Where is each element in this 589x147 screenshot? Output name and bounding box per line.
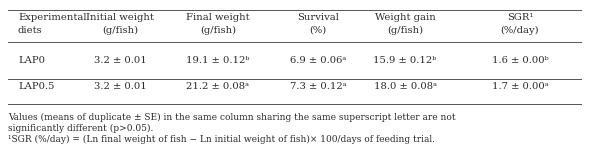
- Text: 15.9 ± 0.12ᵇ: 15.9 ± 0.12ᵇ: [373, 56, 436, 65]
- Text: Survival: Survival: [297, 13, 339, 22]
- Text: Experimental: Experimental: [18, 13, 87, 22]
- Text: LAP0: LAP0: [18, 56, 45, 65]
- Text: 19.1 ± 0.12ᵇ: 19.1 ± 0.12ᵇ: [186, 56, 250, 65]
- Text: 6.9 ± 0.06ᵃ: 6.9 ± 0.06ᵃ: [290, 56, 346, 65]
- Text: (%/day): (%/day): [501, 26, 540, 35]
- Text: diets: diets: [18, 26, 42, 35]
- Text: Final weight: Final weight: [186, 13, 250, 22]
- Text: ¹SGR (%/day) = (Ln final weight of fish − Ln initial weight of fish)× 100/days o: ¹SGR (%/day) = (Ln final weight of fish …: [8, 135, 435, 144]
- Text: 3.2 ± 0.01: 3.2 ± 0.01: [94, 82, 147, 91]
- Text: Values (means of duplicate ± SE) in the same column sharing the same superscript: Values (means of duplicate ± SE) in the …: [8, 113, 456, 122]
- Text: 3.2 ± 0.01: 3.2 ± 0.01: [94, 56, 147, 65]
- Text: (g/fish): (g/fish): [387, 26, 423, 35]
- Text: (g/fish): (g/fish): [102, 26, 138, 35]
- Text: 1.7 ± 0.00ᵃ: 1.7 ± 0.00ᵃ: [492, 82, 548, 91]
- Text: SGR¹: SGR¹: [507, 13, 533, 22]
- Text: (%): (%): [309, 26, 327, 35]
- Text: (g/fish): (g/fish): [200, 26, 236, 35]
- Text: Initial weight: Initial weight: [86, 13, 154, 22]
- Text: LAP0.5: LAP0.5: [18, 82, 55, 91]
- Text: 21.2 ± 0.08ᵃ: 21.2 ± 0.08ᵃ: [187, 82, 250, 91]
- Text: 1.6 ± 0.00ᵇ: 1.6 ± 0.00ᵇ: [492, 56, 548, 65]
- Text: Weight gain: Weight gain: [375, 13, 435, 22]
- Text: 18.0 ± 0.08ᵃ: 18.0 ± 0.08ᵃ: [373, 82, 436, 91]
- Text: 7.3 ± 0.12ᵃ: 7.3 ± 0.12ᵃ: [290, 82, 346, 91]
- Text: significantly different (p>0.05).: significantly different (p>0.05).: [8, 124, 153, 133]
